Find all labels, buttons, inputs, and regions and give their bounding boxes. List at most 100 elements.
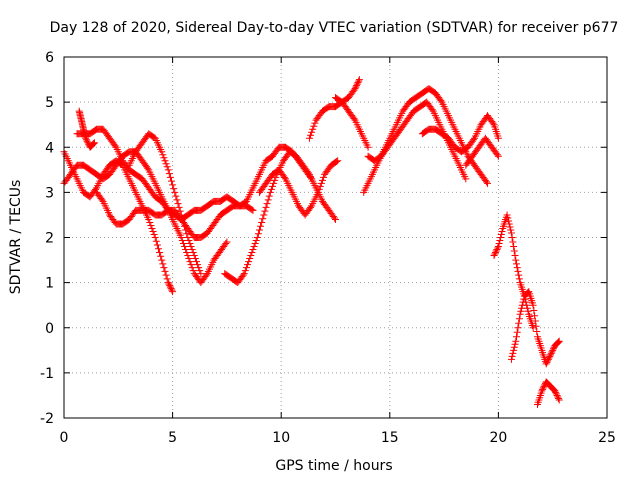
data-point xyxy=(202,271,210,279)
data-point xyxy=(250,243,258,251)
data-point xyxy=(184,252,192,260)
data-point xyxy=(529,324,537,332)
data-point xyxy=(253,234,261,241)
data-point xyxy=(554,339,562,347)
data-point xyxy=(530,306,538,314)
data-point xyxy=(493,151,501,159)
data-point xyxy=(172,192,180,200)
data-point xyxy=(318,176,326,184)
data-point xyxy=(190,252,198,260)
data-point xyxy=(251,240,259,248)
data-point xyxy=(164,279,172,287)
data-point xyxy=(196,267,204,275)
data-point xyxy=(173,196,181,204)
data-point xyxy=(176,207,184,215)
data-point xyxy=(513,328,521,336)
data-point xyxy=(222,240,230,248)
data-point xyxy=(177,234,185,241)
data-point xyxy=(179,218,187,226)
data-point xyxy=(311,119,319,127)
data-point xyxy=(519,298,527,306)
y-tick-label: -1 xyxy=(40,366,54,382)
data-point xyxy=(261,207,269,215)
data-point xyxy=(248,206,256,214)
data-point xyxy=(181,243,189,251)
data-point xyxy=(179,240,187,248)
data-point xyxy=(167,285,175,293)
x-axis-label: GPS time / hours xyxy=(275,458,392,474)
data-point xyxy=(144,164,152,172)
y-tick-label: 6 xyxy=(45,50,54,66)
series-sat-e xyxy=(125,130,205,278)
data-point xyxy=(545,354,553,362)
data-point xyxy=(512,256,520,264)
data-point xyxy=(259,215,267,223)
series-sat-p xyxy=(507,288,563,368)
data-point xyxy=(181,222,189,230)
data-point xyxy=(174,200,182,208)
data-point xyxy=(352,83,360,91)
data-point xyxy=(166,173,174,181)
data-point xyxy=(89,140,97,148)
y-tick-label: 4 xyxy=(45,140,54,156)
data-point xyxy=(192,258,200,266)
data-point xyxy=(252,237,260,245)
grid xyxy=(64,57,607,418)
data-point xyxy=(184,234,192,241)
data-point xyxy=(554,338,562,346)
data-point xyxy=(145,215,153,223)
y-tick-label: 2 xyxy=(45,231,54,247)
data-point xyxy=(182,246,190,254)
data-point xyxy=(185,237,193,245)
data-point xyxy=(98,196,106,204)
data-point xyxy=(489,119,497,127)
data-point xyxy=(91,185,99,193)
data-point xyxy=(175,203,183,211)
y-tick-label: 0 xyxy=(45,321,54,337)
data-point xyxy=(264,196,272,204)
data-point xyxy=(163,163,171,171)
data-point xyxy=(241,267,249,275)
data-point xyxy=(242,264,250,272)
data-point xyxy=(506,223,514,231)
data-point xyxy=(186,240,194,248)
data-point xyxy=(249,246,257,254)
data-point xyxy=(482,178,490,186)
data-point xyxy=(547,351,555,359)
data-point xyxy=(183,249,191,257)
x-tick-label: 0 xyxy=(60,430,69,446)
data-point xyxy=(540,382,548,390)
data-point xyxy=(437,97,445,105)
data-point xyxy=(533,328,541,336)
data-point xyxy=(509,349,517,357)
data-point xyxy=(162,271,170,279)
chart-title: Day 128 of 2020, Sidereal Day-to-day VTE… xyxy=(50,20,619,36)
data-point xyxy=(185,255,193,263)
data-point xyxy=(82,134,90,142)
data-point xyxy=(270,179,278,187)
data-point xyxy=(149,227,157,235)
data-point xyxy=(178,215,186,223)
data-point xyxy=(505,220,513,228)
data-point xyxy=(553,391,561,399)
data-point xyxy=(547,349,555,357)
data-point xyxy=(532,322,540,330)
data-point xyxy=(531,312,539,320)
data-point xyxy=(158,148,166,156)
data-point xyxy=(247,252,255,260)
data-point xyxy=(187,243,195,251)
data-point xyxy=(83,137,91,145)
data-point xyxy=(168,286,176,294)
data-point xyxy=(554,393,562,401)
data-point xyxy=(248,249,256,257)
data-point xyxy=(507,226,515,234)
data-point xyxy=(510,247,518,255)
plot-frame xyxy=(63,56,608,419)
data-point xyxy=(169,181,177,189)
data-point xyxy=(189,249,197,257)
data-point xyxy=(161,267,169,275)
data-point xyxy=(507,229,515,237)
data-point xyxy=(168,177,176,185)
data-point xyxy=(186,258,194,266)
data-point xyxy=(539,385,547,393)
